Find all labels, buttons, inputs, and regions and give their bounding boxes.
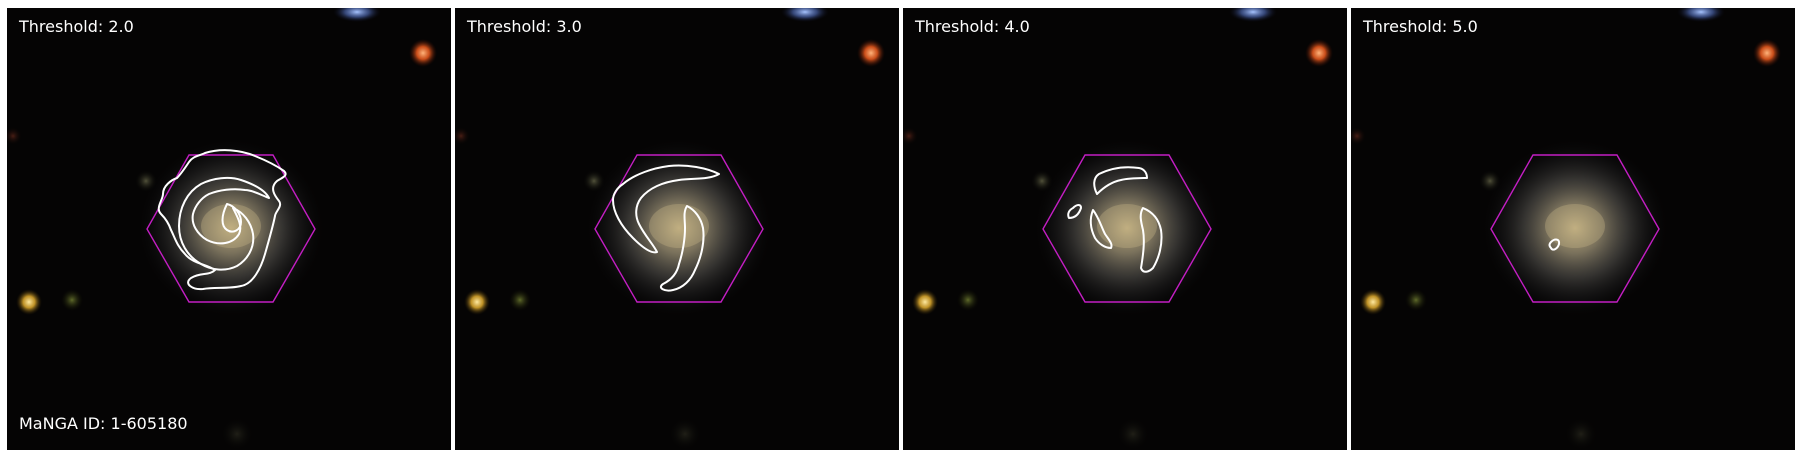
contour-right	[1139, 207, 1163, 273]
contour-left-lower	[1089, 209, 1113, 249]
contour-group	[1067, 166, 1163, 273]
threshold-label: Threshold: 3.0	[467, 17, 582, 36]
contour-group	[612, 164, 720, 292]
galaxy-image	[455, 8, 899, 450]
threshold-panel-2: Threshold: 2.0 MaNGA ID: 1-605180	[7, 8, 451, 450]
contour-upper-arm	[612, 164, 720, 254]
contour-small	[1548, 238, 1561, 251]
contour-lower-arm	[659, 205, 705, 292]
contour-inner	[178, 176, 270, 271]
contour-group	[157, 149, 287, 291]
threshold-panel-3: Threshold: 3.0	[455, 8, 899, 450]
threshold-panel-5: Threshold: 5.0	[1351, 8, 1795, 450]
threshold-label: Threshold: 5.0	[1363, 17, 1478, 36]
manga-id-caption: MaNGA ID: 1-605180	[19, 414, 188, 433]
contour-group	[1548, 238, 1561, 251]
threshold-panel-4: Threshold: 4.0	[903, 8, 1347, 450]
threshold-label: Threshold: 4.0	[915, 17, 1030, 36]
contour-left-small	[1067, 204, 1082, 219]
threshold-label: Threshold: 2.0	[19, 17, 134, 36]
galaxy-image	[903, 8, 1347, 450]
contour-upper	[1093, 166, 1148, 195]
contour-outline	[157, 149, 287, 291]
galaxy-image	[1351, 8, 1795, 450]
galaxy-image	[7, 8, 451, 450]
contour-inner-2	[221, 203, 242, 233]
